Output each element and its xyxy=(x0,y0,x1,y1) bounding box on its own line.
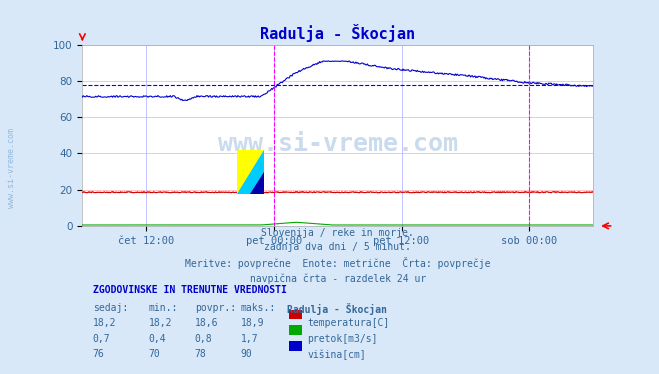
Text: 70: 70 xyxy=(149,349,161,359)
Text: 18,6: 18,6 xyxy=(195,318,218,328)
Text: maks.:: maks.: xyxy=(241,303,276,313)
Text: 18,2: 18,2 xyxy=(92,318,116,328)
Text: min.:: min.: xyxy=(149,303,178,313)
Text: 18,9: 18,9 xyxy=(241,318,264,328)
Text: 1,7: 1,7 xyxy=(241,334,258,344)
Text: www.si-vreme.com: www.si-vreme.com xyxy=(7,128,16,208)
Text: Slovenija / reke in morje.
zadnja dva dni / 5 minut.
Meritve: povprečne  Enote: : Slovenija / reke in morje. zadnja dva dn… xyxy=(185,228,490,284)
Polygon shape xyxy=(237,150,264,194)
Polygon shape xyxy=(237,150,264,194)
FancyBboxPatch shape xyxy=(289,325,302,335)
Text: 18,2: 18,2 xyxy=(149,318,172,328)
Text: 76: 76 xyxy=(92,349,104,359)
Text: sedaj:: sedaj: xyxy=(92,303,128,313)
Text: višina[cm]: višina[cm] xyxy=(307,349,366,360)
Text: 0,7: 0,7 xyxy=(92,334,110,344)
Text: temperatura[C]: temperatura[C] xyxy=(307,318,389,328)
Title: Radulja - Škocjan: Radulja - Škocjan xyxy=(260,24,415,42)
Text: pretok[m3/s]: pretok[m3/s] xyxy=(307,334,378,344)
Text: www.si-vreme.com: www.si-vreme.com xyxy=(217,132,458,156)
Text: 0,4: 0,4 xyxy=(149,334,166,344)
Polygon shape xyxy=(250,172,264,194)
Text: 78: 78 xyxy=(195,349,206,359)
Text: 90: 90 xyxy=(241,349,252,359)
Text: 0,8: 0,8 xyxy=(195,334,212,344)
Text: Radulja - Škocjan: Radulja - Škocjan xyxy=(287,303,387,315)
Text: povpr.:: povpr.: xyxy=(195,303,236,313)
FancyBboxPatch shape xyxy=(289,310,302,319)
Text: ZGODOVINSKE IN TRENUTNE VREDNOSTI: ZGODOVINSKE IN TRENUTNE VREDNOSTI xyxy=(92,285,287,295)
FancyBboxPatch shape xyxy=(289,341,302,350)
